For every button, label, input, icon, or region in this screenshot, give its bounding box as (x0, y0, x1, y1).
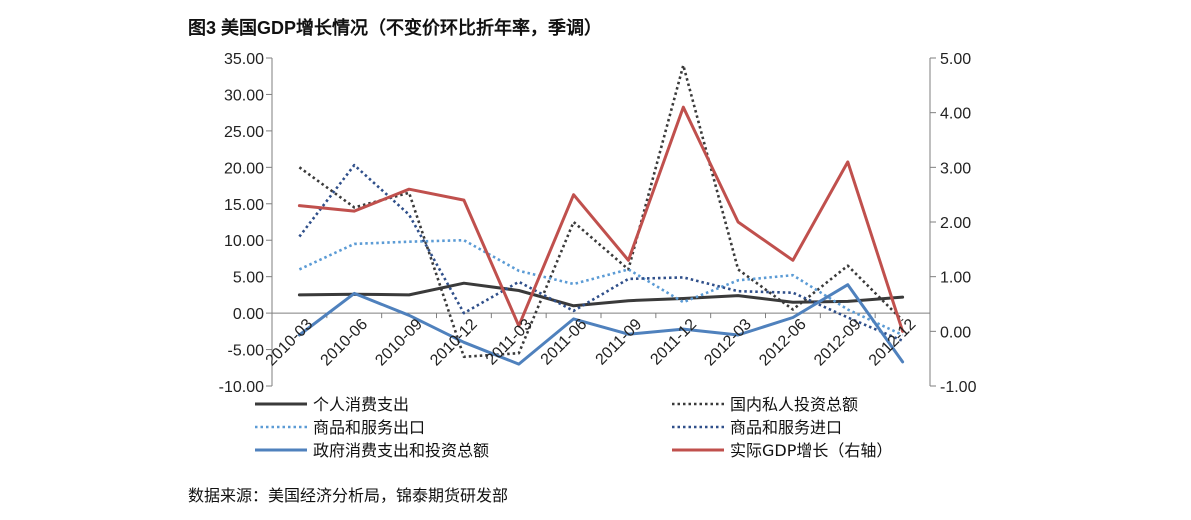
source-note: 数据来源：美国经济分析局，锦泰期货研发部 (188, 488, 509, 505)
right-axis-tick-label: 3.00 (940, 160, 971, 177)
left-axis-tick-label: 5.00 (233, 270, 264, 287)
left-axis-tick-label: 35.00 (224, 51, 264, 68)
right-axis-tick-label: 4.00 (940, 106, 971, 123)
series-layer (297, 64, 905, 366)
series-line-3 (298, 238, 904, 337)
right-axis-tick-label: -1.00 (940, 379, 977, 396)
series-line-1 (297, 281, 905, 308)
x-axis-tick-label: 2010-03 (263, 316, 317, 370)
x-axis-tick-label: 2010-06 (318, 316, 372, 370)
axes-layer: -10.00 -5.00 0.00 5.00 10.00 15.00 20.00 25.00 3… (219, 51, 977, 396)
legend-label-6: 实际GDP增长（右轴） (730, 441, 892, 460)
legend-label-4: 商品和服务进口 (730, 418, 842, 437)
left-axis-tick-label: -5.00 (228, 343, 265, 360)
legend-label-5: 政府消费支出和投资总额 (313, 441, 489, 460)
right-axis-tick-label: 1.00 (940, 270, 971, 287)
x-axis-tick-label: 2010-09 (372, 316, 426, 370)
x-axis-tick-label: 2011-12 (647, 316, 700, 369)
left-axis-tick-label: 0.00 (233, 306, 264, 323)
left-axis-tick-label: 30.00 (224, 87, 264, 104)
left-axis-tick-label: 10.00 (224, 233, 264, 250)
x-axis-tick-label: 2012-06 (756, 316, 810, 370)
left-axis-tick-label: 20.00 (224, 160, 264, 177)
legend-label-3: 商品和服务出口 (313, 418, 425, 437)
left-axis-tick-label: 25.00 (224, 124, 264, 141)
x-axis-tick-label: 2012-09 (811, 316, 865, 370)
right-axis-tick-label: 0.00 (940, 324, 971, 341)
right-axis-tick-label: 5.00 (940, 51, 971, 68)
x-axis-tick-label: 2010-12 (427, 316, 481, 370)
x-axis-tick-label: 2012-03 (701, 316, 755, 370)
left-axis-tick-label: 15.00 (224, 197, 264, 214)
chart-title: 图3 美国GDP增长情况（不变价环比折年率，季调） (188, 18, 603, 38)
series-line-5 (297, 283, 905, 366)
left-axis-tick-label: -10.00 (219, 379, 264, 396)
legend-label-2: 国内私人投资总额 (730, 395, 858, 414)
right-axis-tick-label: 2.00 (940, 215, 971, 232)
legend-label-1: 个人消费支出 (313, 395, 409, 414)
x-axis-tick-label: 2011-09 (593, 316, 646, 369)
series-line-6 (297, 105, 905, 333)
